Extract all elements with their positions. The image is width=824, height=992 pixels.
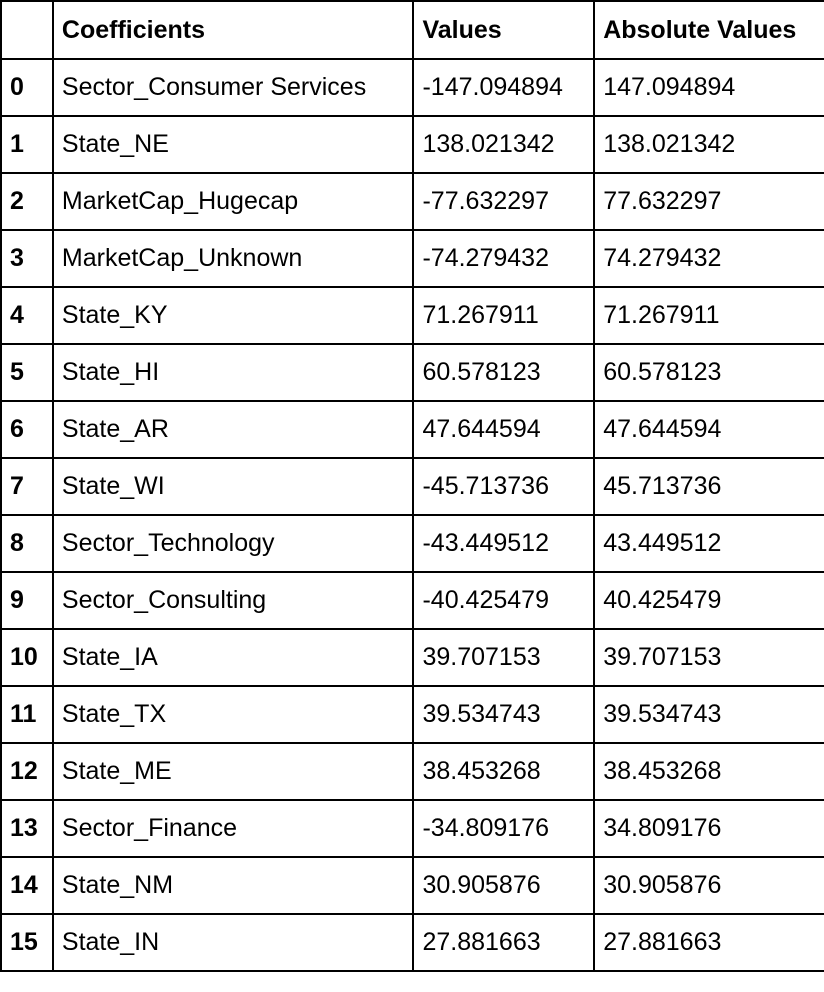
coefficient-cell: Sector_Consumer Services: [51, 58, 415, 117]
row-index: 15: [0, 913, 54, 972]
absolute-value-cell: 147.094894: [593, 58, 824, 117]
absolute-value-cell: 38.453268: [593, 742, 824, 801]
header-index: [0, 0, 54, 60]
value-cell: -45.713736: [412, 457, 596, 516]
table-row: 8 Sector_Technology -43.449512 43.449512: [0, 514, 824, 573]
table-row: 13 Sector_Finance -34.809176 34.809176: [0, 799, 824, 858]
coefficient-cell: State_HI: [51, 343, 415, 402]
absolute-value-cell: 40.425479: [593, 571, 824, 630]
coefficient-cell: State_IN: [51, 913, 415, 972]
row-index: 1: [0, 115, 54, 174]
value-cell: 138.021342: [412, 115, 596, 174]
coefficient-cell: State_IA: [51, 628, 415, 687]
table-row: 6 State_AR 47.644594 47.644594: [0, 400, 824, 459]
coefficient-cell: State_ME: [51, 742, 415, 801]
row-index: 2: [0, 172, 54, 231]
row-index: 4: [0, 286, 54, 345]
table-body: 0 Sector_Consumer Services -147.094894 147.…: [0, 58, 824, 972]
coefficient-cell: MarketCap_Hugecap: [51, 172, 415, 231]
coefficient-cell: State_KY: [51, 286, 415, 345]
coefficient-cell: Sector_Technology: [51, 514, 415, 573]
value-cell: -74.279432: [412, 229, 596, 288]
value-cell: 39.534743: [412, 685, 596, 744]
value-cell: 71.267911: [412, 286, 596, 345]
table-row: 7 State_WI -45.713736 45.713736: [0, 457, 824, 516]
coefficient-cell: State_TX: [51, 685, 415, 744]
absolute-value-cell: 34.809176: [593, 799, 824, 858]
absolute-value-cell: 47.644594: [593, 400, 824, 459]
absolute-value-cell: 138.021342: [593, 115, 824, 174]
table-row: 15 State_IN 27.881663 27.881663: [0, 913, 824, 972]
absolute-value-cell: 39.707153: [593, 628, 824, 687]
header-values: Values: [412, 0, 596, 60]
header-coefficients: Coefficients: [51, 0, 415, 60]
row-index: 7: [0, 457, 54, 516]
coefficient-cell: State_AR: [51, 400, 415, 459]
row-index: 11: [0, 685, 54, 744]
value-cell: -43.449512: [412, 514, 596, 573]
table-row: 9 Sector_Consulting -40.425479 40.425479: [0, 571, 824, 630]
row-index: 3: [0, 229, 54, 288]
value-cell: -77.632297: [412, 172, 596, 231]
table-row: 4 State_KY 71.267911 71.267911: [0, 286, 824, 345]
absolute-value-cell: 39.534743: [593, 685, 824, 744]
coefficient-cell: MarketCap_Unknown: [51, 229, 415, 288]
coefficient-cell: Sector_Finance: [51, 799, 415, 858]
value-cell: 60.578123: [412, 343, 596, 402]
row-index: 13: [0, 799, 54, 858]
header-absolute-values: Absolute Values: [593, 0, 824, 60]
value-cell: 47.644594: [412, 400, 596, 459]
absolute-value-cell: 45.713736: [593, 457, 824, 516]
coefficient-cell: State_NM: [51, 856, 415, 915]
coefficient-cell: State_WI: [51, 457, 415, 516]
table-row: 12 State_ME 38.453268 38.453268: [0, 742, 824, 801]
table-row: 14 State_NM 30.905876 30.905876: [0, 856, 824, 915]
table-header-row: Coefficients Values Absolute Values: [0, 0, 824, 60]
table-row: 5 State_HI 60.578123 60.578123: [0, 343, 824, 402]
table-row: 2 MarketCap_Hugecap -77.632297 77.632297: [0, 172, 824, 231]
absolute-value-cell: 27.881663: [593, 913, 824, 972]
value-cell: 39.707153: [412, 628, 596, 687]
value-cell: 30.905876: [412, 856, 596, 915]
row-index: 6: [0, 400, 54, 459]
value-cell: -40.425479: [412, 571, 596, 630]
row-index: 10: [0, 628, 54, 687]
table-row: 3 MarketCap_Unknown -74.279432 74.279432: [0, 229, 824, 288]
row-index: 9: [0, 571, 54, 630]
absolute-value-cell: 74.279432: [593, 229, 824, 288]
value-cell: 38.453268: [412, 742, 596, 801]
value-cell: 27.881663: [412, 913, 596, 972]
coefficient-cell: Sector_Consulting: [51, 571, 415, 630]
row-index: 8: [0, 514, 54, 573]
row-index: 0: [0, 58, 54, 117]
absolute-value-cell: 60.578123: [593, 343, 824, 402]
absolute-value-cell: 71.267911: [593, 286, 824, 345]
row-index: 5: [0, 343, 54, 402]
coefficient-cell: State_NE: [51, 115, 415, 174]
absolute-value-cell: 77.632297: [593, 172, 824, 231]
row-index: 14: [0, 856, 54, 915]
absolute-value-cell: 43.449512: [593, 514, 824, 573]
table-row: 0 Sector_Consumer Services -147.094894 147.…: [0, 58, 824, 117]
coefficients-table: Coefficients Values Absolute Values 0 Sec…: [0, 0, 824, 972]
value-cell: -147.094894: [412, 58, 596, 117]
table-row: 1 State_NE 138.021342 138.021342: [0, 115, 824, 174]
table-row: 10 State_IA 39.707153 39.707153: [0, 628, 824, 687]
table-row: 11 State_TX 39.534743 39.534743: [0, 685, 824, 744]
absolute-value-cell: 30.905876: [593, 856, 824, 915]
row-index: 12: [0, 742, 54, 801]
value-cell: -34.809176: [412, 799, 596, 858]
